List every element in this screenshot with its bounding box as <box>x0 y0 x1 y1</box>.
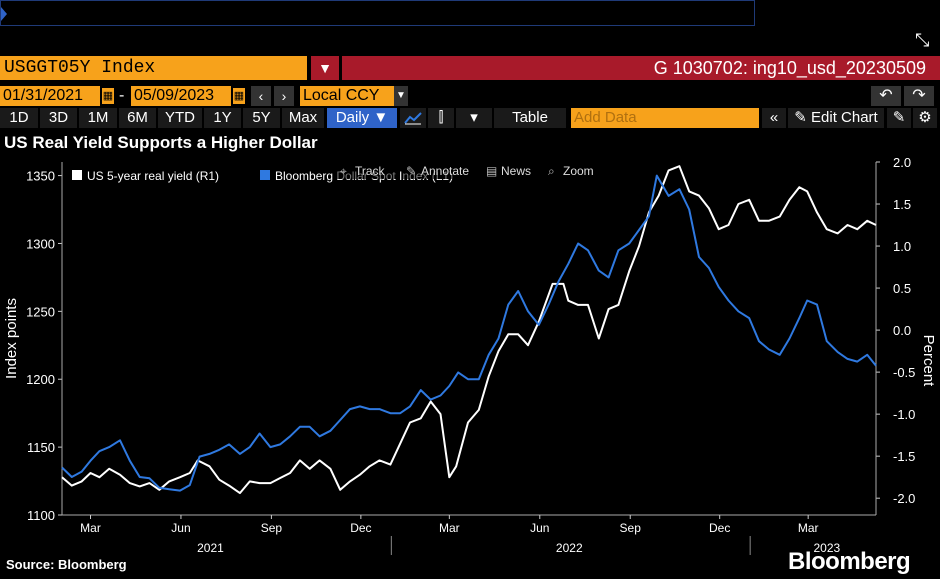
currency-select[interactable]: Local CCY <box>300 86 394 106</box>
source-note: Source: Bloomberg <box>6 557 127 572</box>
ticker-field[interactable]: USGGT05Y Index <box>0 56 307 80</box>
popout-icon[interactable]: ⤡ <box>915 30 930 50</box>
period-ytd[interactable]: YTD <box>158 108 202 128</box>
command-line[interactable] <box>0 0 755 26</box>
x-year-label: 2022 <box>556 541 583 555</box>
plot-background <box>62 162 876 515</box>
overlay-tool-label: Track <box>355 164 386 178</box>
redo-icon[interactable]: ↷ <box>904 86 934 106</box>
y-left-tick-label: 1100 <box>27 508 55 523</box>
tool-row: 1D 3D 1M 6M YTD 1Y 5Y Max Daily ▼ ⫿ ▾ Ta… <box>0 108 940 128</box>
x-tick-label: Dec <box>350 521 371 535</box>
currency-dropdown-icon[interactable]: ▼ <box>394 86 408 106</box>
y-right-tick-label: 2.0 <box>893 155 911 170</box>
line-chart-icon[interactable] <box>400 108 426 128</box>
pencil-icon: ✎ <box>794 109 812 126</box>
date-row: 01/31/2021 ▦ - 05/09/2023 ▦ ‹ › Local CC… <box>0 86 940 106</box>
y-left-axis-title: Index points <box>3 298 20 379</box>
y-left-tick-label: 1350 <box>26 169 55 184</box>
x-tick-label: Sep <box>261 521 283 535</box>
y-right-tick-label: 1.0 <box>893 239 911 254</box>
series-line-real-yield <box>61 165 877 495</box>
overlay-tool-label: News <box>501 164 531 178</box>
prev-period-icon[interactable]: ‹ <box>251 86 271 106</box>
news-icon: ▤ <box>486 164 497 178</box>
y-left-tick-label: 1150 <box>27 440 55 455</box>
chart-title: US Real Yield Supports a Higher Dollar <box>4 133 318 152</box>
x-tick-label: Dec <box>709 521 730 535</box>
collapse-icon[interactable]: « <box>762 108 786 128</box>
overlay-tool-bg <box>402 161 484 179</box>
overlay-tool-bg <box>544 161 596 179</box>
overlay-tool-annotate[interactable]: ✎ Annotate <box>402 161 484 179</box>
period-3d[interactable]: 3D <box>40 108 77 128</box>
undo-icon[interactable]: ↶ <box>871 86 901 106</box>
y-right-tick-label: -2.0 <box>893 491 915 506</box>
start-date-field[interactable]: 01/31/2021 <box>0 86 100 106</box>
command-arrow-icon <box>1 7 7 21</box>
overlay-tool-zoom[interactable]: ⌕ Zoom <box>544 161 596 179</box>
period-1d[interactable]: 1D <box>0 108 38 128</box>
period-6m[interactable]: 6M <box>119 108 156 128</box>
y-right-tick-label: 1.5 <box>893 197 911 212</box>
next-period-icon[interactable]: › <box>274 86 294 106</box>
overlay-tool-label: Annotate <box>421 164 469 178</box>
overlay-tool-track[interactable]: ⌖ Track <box>336 161 396 179</box>
x-year-label: 2021 <box>197 541 224 555</box>
legend-swatch <box>260 170 270 180</box>
ticker-dropdown-icon[interactable]: ▼ <box>311 56 339 80</box>
table-button[interactable]: Table <box>494 108 566 128</box>
y-right-tick-label: -0.5 <box>893 365 915 380</box>
zoom-icon: ⌕ <box>548 164 555 178</box>
y-left-tick-label: 1300 <box>26 236 55 251</box>
period-1m[interactable]: 1M <box>79 108 117 128</box>
period-1y[interactable]: 1Y <box>204 108 241 128</box>
bloomberg-logo: Bloomberg <box>788 548 911 575</box>
period-5y[interactable]: 5Y <box>243 108 280 128</box>
gear-icon[interactable]: ⚙ <box>913 108 937 128</box>
x-tick-label: Jun <box>530 521 549 535</box>
legend-swatch <box>72 170 82 180</box>
y-right-tick-label: -1.5 <box>893 449 915 464</box>
overlay-tool-label: Zoom <box>563 164 594 178</box>
edit-chart-label: Edit Chart <box>811 109 878 126</box>
x-tick-label: Mar <box>798 521 819 535</box>
track-icon: ⌖ <box>340 164 347 178</box>
x-tick-label: Jun <box>171 521 190 535</box>
y-left-tick-label: 1200 <box>26 372 55 387</box>
overlay-tool-bg <box>482 161 534 179</box>
y-right-tick-label: 0.5 <box>893 281 911 296</box>
end-date-field[interactable]: 05/09/2023 <box>131 86 231 106</box>
frequency-select[interactable]: Daily ▼ <box>327 108 397 128</box>
y-left-tick-label: 1250 <box>26 304 55 319</box>
edit-icon[interactable]: ✎ <box>887 108 911 128</box>
y-right-axis-title: Percent <box>920 335 937 388</box>
add-data-input[interactable]: Add Data <box>571 108 759 128</box>
x-tick-label: Mar <box>439 521 460 535</box>
overlay-tool-news[interactable]: ▤ News <box>482 161 534 179</box>
edit-chart-button[interactable]: ✎ Edit Chart <box>788 108 884 128</box>
end-calendar-icon[interactable]: ▦ <box>233 88 245 104</box>
bar-style-icon[interactable]: ⫿ <box>428 108 454 128</box>
x-tick-label: Sep <box>620 521 642 535</box>
date-separator: - <box>119 87 125 104</box>
chart-area[interactable]: 1100 1150 1200 1250 1300 1350 -2.0 -1.5 -1.0 -0.5… <box>0 155 940 555</box>
annotate-icon: ✎ <box>406 164 416 178</box>
security-row: USGGT05Y Index ▼ G 1030702: ing10_usd_20… <box>0 56 940 80</box>
series-line-dollar-index <box>61 174 877 492</box>
x-tick-label: Mar <box>80 521 101 535</box>
more-options-icon[interactable]: ▾ <box>456 108 492 128</box>
start-calendar-icon[interactable]: ▦ <box>102 88 114 104</box>
overlay-tool-bg <box>336 161 396 179</box>
x-year-label: 2023 <box>813 541 840 555</box>
period-max[interactable]: Max <box>282 108 324 128</box>
chart-id: G 1030702: ing10_usd_20230509 <box>342 56 940 80</box>
y-right-tick-label: -1.0 <box>893 407 915 422</box>
y-right-tick-label: 0.0 <box>893 323 911 338</box>
legend-label: US 5-year real yield (R1) <box>87 169 219 183</box>
